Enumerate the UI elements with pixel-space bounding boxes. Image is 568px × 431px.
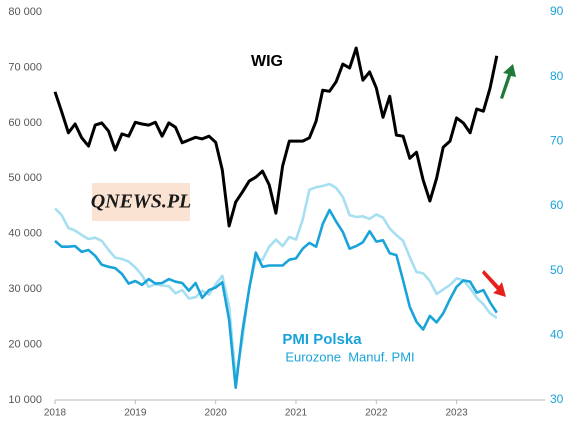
y2-tick-label: 30	[550, 392, 564, 406]
y-tick-label: 30 000	[8, 283, 42, 295]
y2-tick-label: 50	[550, 263, 564, 277]
y2-tick-label: 80	[550, 69, 564, 83]
x-tick-label: 2020	[205, 408, 228, 419]
series-line	[54, 208, 498, 389]
y-tick-label: 20 000	[8, 338, 42, 350]
y-tick-label: 80 000	[8, 6, 42, 18]
y2-tick-label: 40	[550, 328, 564, 342]
series-line	[54, 182, 498, 380]
x-tick-label: 2023	[446, 408, 469, 419]
y-tick-label: 40 000	[8, 228, 42, 240]
logo-box	[92, 183, 190, 221]
y2-tick-label: 90	[550, 4, 564, 18]
x-tick-label: 2022	[365, 408, 388, 419]
y-tick-label: 50 000	[8, 172, 42, 184]
wig-label: WIG	[251, 53, 283, 70]
y2-tick-label: 60	[550, 198, 564, 212]
y2-tick-label: 70	[550, 134, 564, 148]
x-tick-label: 2018	[44, 408, 67, 419]
logo: QNEWS.PL	[91, 191, 192, 213]
y-tick-label: 70 000	[8, 61, 42, 73]
y-tick-label: 10 000	[8, 394, 42, 406]
pmi-polska-label: PMI Polska	[282, 331, 362, 348]
eurozone-label: Eurozone Manuf. PMI	[285, 349, 414, 364]
y-tick-label: 60 000	[8, 117, 42, 129]
down-arrow	[482, 270, 506, 297]
up-arrow	[500, 64, 516, 99]
x-tick-label: 2019	[124, 408, 147, 419]
x-tick-label: 2021	[285, 408, 308, 419]
series-line	[53, 46, 499, 228]
